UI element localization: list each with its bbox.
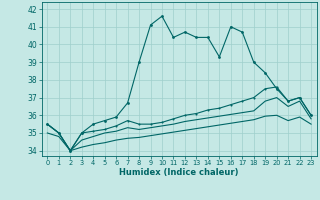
X-axis label: Humidex (Indice chaleur): Humidex (Indice chaleur) <box>119 168 239 177</box>
